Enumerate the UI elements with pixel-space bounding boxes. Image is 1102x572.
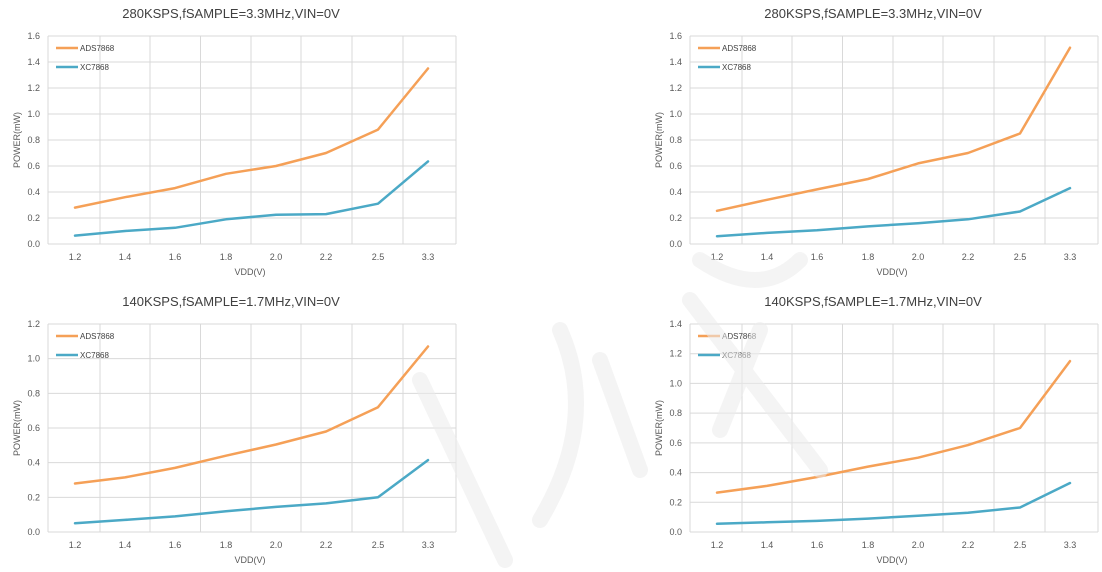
y-tick-label: 0.8 <box>27 135 40 145</box>
series-line-ads7868 <box>715 46 1072 213</box>
x-tick-label: 3.3 <box>1064 252 1077 262</box>
y-tick-label: 1.6 <box>27 31 40 41</box>
legend-label: ADS7868 <box>722 44 757 53</box>
y-tick-label: 0.4 <box>669 468 682 478</box>
legend-label: XC7868 <box>80 63 109 72</box>
x-tick-label: 3.3 <box>422 252 435 262</box>
series-line-xc7868 <box>73 160 430 237</box>
x-tick-label: 1.8 <box>220 252 233 262</box>
legend-label: ADS7868 <box>80 44 115 53</box>
x-tick-label: 1.4 <box>761 540 774 550</box>
y-tick-label: 0.6 <box>669 438 682 448</box>
y-tick-label: 0.0 <box>27 527 40 537</box>
x-tick-label: 1.2 <box>69 252 82 262</box>
x-tick-label: 3.3 <box>1064 540 1077 550</box>
legend-label: XC7868 <box>722 351 751 360</box>
y-axis-label: POWER(mW) <box>654 400 664 456</box>
chart-1: 280KSPS,fSAMPLE=3.3MHz,VIN=0V 0.0 0.2 0.4 0.… <box>12 6 457 277</box>
x-tick-label: 1.4 <box>761 252 774 262</box>
x-tick-label: 1.2 <box>69 540 82 550</box>
x-tick-label: 2.5 <box>1014 540 1027 550</box>
y-tick-label: 1.4 <box>27 57 40 67</box>
x-tick-label: 1.6 <box>811 252 824 262</box>
x-axis-label: VDD(V) <box>877 555 908 565</box>
series-line-xc7868 <box>715 186 1072 238</box>
series-line-xc7868 <box>73 458 430 525</box>
chart-title: 140KSPS,fSAMPLE=1.7MHz,VIN=0V <box>764 294 982 309</box>
series-line-ads7868 <box>715 359 1072 494</box>
y-tick-label: 0.6 <box>27 161 40 171</box>
chart-title: 280KSPS,fSAMPLE=3.3MHz,VIN=0V <box>764 6 982 21</box>
x-axis-label: VDD(V) <box>877 267 908 277</box>
y-tick-label: 0.2 <box>27 213 40 223</box>
y-tick-label: 1.6 <box>669 31 682 41</box>
y-tick-label: 0.8 <box>669 135 682 145</box>
y-tick-label: 0.8 <box>27 388 40 398</box>
x-tick-label: 1.2 <box>711 252 724 262</box>
x-tick-label: 1.4 <box>119 252 132 262</box>
y-tick-label: 0.8 <box>669 408 682 418</box>
y-tick-label: 1.0 <box>27 109 40 119</box>
x-axis-label: VDD(V) <box>235 555 266 565</box>
y-tick-label: 0.6 <box>27 423 40 433</box>
x-tick-label: 2.5 <box>372 252 385 262</box>
y-tick-label: 0.4 <box>27 187 40 197</box>
chart-2: 280KSPS,fSAMPLE=3.3MHz,VIN=0V 0.0 0.2 0.4 0.… <box>654 6 1099 277</box>
x-tick-label: 1.4 <box>119 540 132 550</box>
x-tick-label: 2.5 <box>372 540 385 550</box>
x-tick-label: 2.5 <box>1014 252 1027 262</box>
x-tick-label: 1.2 <box>711 540 724 550</box>
x-tick-label: 2.2 <box>320 252 333 262</box>
x-tick-label: 2.2 <box>962 252 975 262</box>
legend-label: ADS7868 <box>80 332 115 341</box>
x-axis-label: VDD(V) <box>235 267 266 277</box>
y-tick-label: 1.0 <box>27 354 40 364</box>
y-tick-label: 1.4 <box>669 319 682 329</box>
x-tick-label: 1.8 <box>862 252 875 262</box>
x-tick-label: 2.0 <box>270 252 283 262</box>
x-tick-label: 1.8 <box>862 540 875 550</box>
x-tick-label: 2.2 <box>962 540 975 550</box>
y-tick-label: 1.2 <box>27 83 40 93</box>
y-tick-label: 0.2 <box>669 497 682 507</box>
y-axis-label: POWER(mW) <box>12 112 22 168</box>
y-tick-label: 1.2 <box>669 349 682 359</box>
chart-title: 280KSPS,fSAMPLE=3.3MHz,VIN=0V <box>122 6 340 21</box>
legend-label: XC7868 <box>722 63 751 72</box>
y-tick-label: 0.6 <box>669 161 682 171</box>
y-tick-label: 1.4 <box>669 57 682 67</box>
y-tick-label: 0.2 <box>27 492 40 502</box>
y-tick-label: 0.4 <box>27 458 40 468</box>
x-tick-label: 1.8 <box>220 540 233 550</box>
y-axis-label: POWER(mW) <box>654 112 664 168</box>
y-tick-label: 0.2 <box>669 213 682 223</box>
series-line-ads7868 <box>73 67 430 209</box>
y-tick-label: 0.0 <box>669 527 682 537</box>
chart-4: 140KSPS,fSAMPLE=1.7MHz,VIN=0V 0.0 0.2 0.4 0.… <box>654 294 1099 565</box>
x-tick-label: 1.6 <box>169 252 182 262</box>
y-tick-label: 0.0 <box>669 239 682 249</box>
chart-3: 140KSPS,fSAMPLE=1.7MHz,VIN=0V 0.0 0.2 0.4 0.… <box>12 294 457 565</box>
y-tick-label: 1.2 <box>669 83 682 93</box>
x-tick-label: 2.0 <box>912 252 925 262</box>
y-axis-label: POWER(mW) <box>12 400 22 456</box>
x-tick-label: 1.6 <box>169 540 182 550</box>
legend-label: ADS7868 <box>722 332 757 341</box>
y-tick-label: 1.0 <box>669 378 682 388</box>
x-tick-label: 1.6 <box>811 540 824 550</box>
x-tick-label: 2.0 <box>270 540 283 550</box>
y-tick-label: 0.4 <box>669 187 682 197</box>
x-tick-label: 2.0 <box>912 540 925 550</box>
x-tick-label: 3.3 <box>422 540 435 550</box>
y-tick-label: 1.0 <box>669 109 682 119</box>
series-line-xc7868 <box>715 481 1072 526</box>
legend-label: XC7868 <box>80 351 109 360</box>
y-tick-label: 0.0 <box>27 239 40 249</box>
chart-title: 140KSPS,fSAMPLE=1.7MHz,VIN=0V <box>122 294 340 309</box>
x-tick-label: 2.2 <box>320 540 333 550</box>
y-tick-label: 1.2 <box>27 319 40 329</box>
series-line-ads7868 <box>73 345 430 485</box>
